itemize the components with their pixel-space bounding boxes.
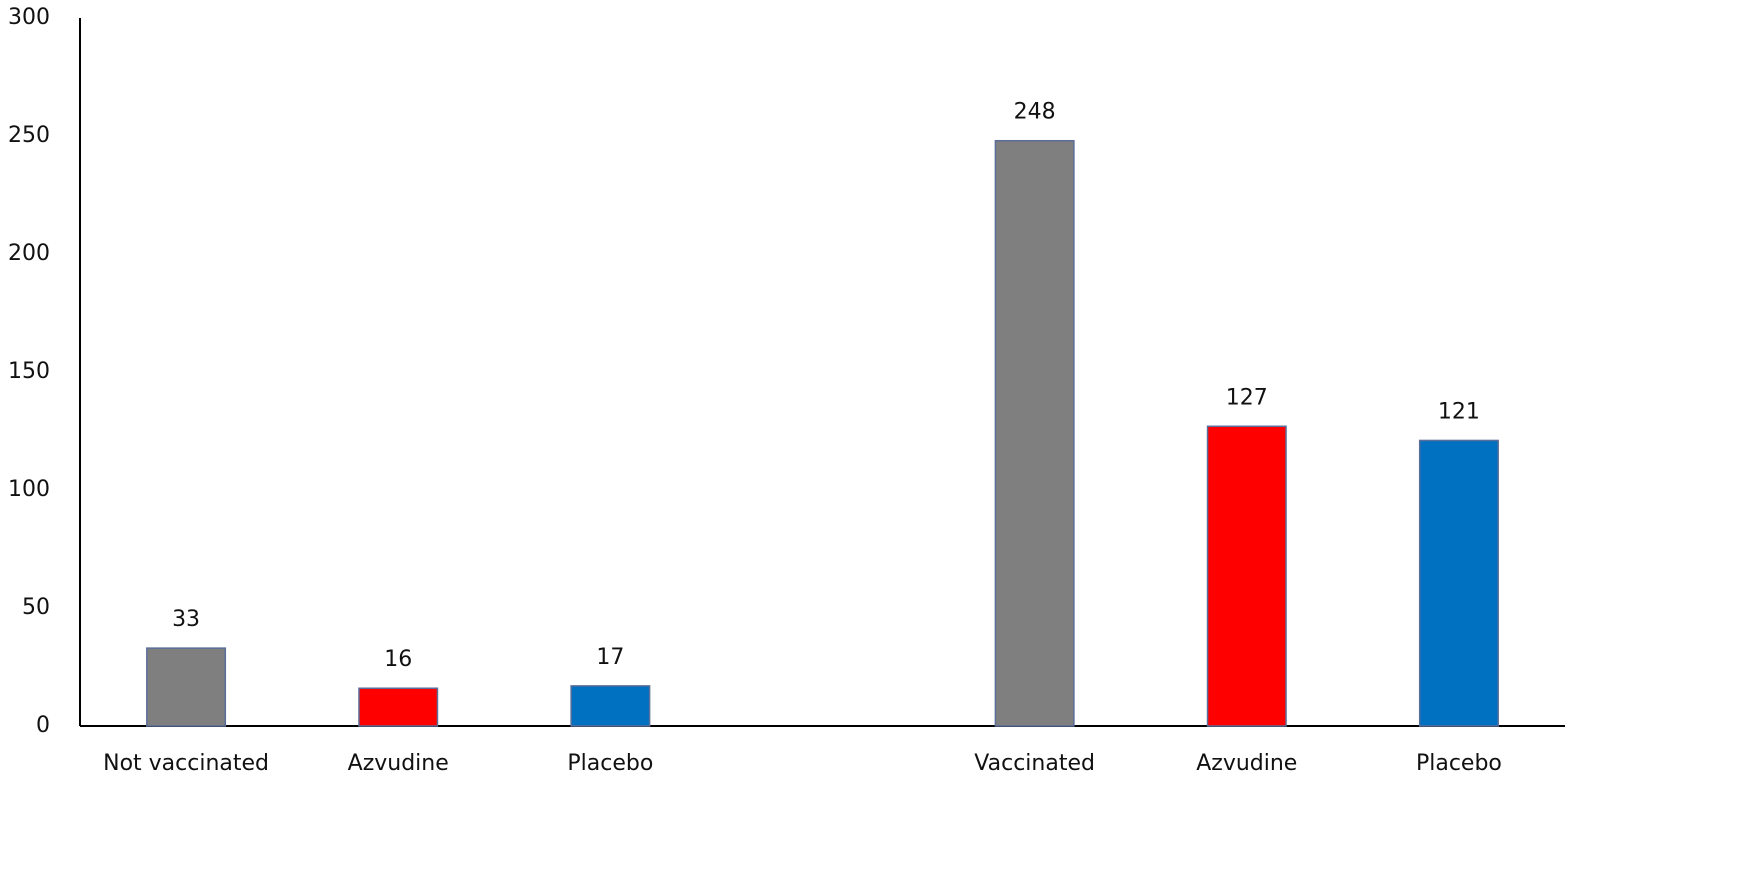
x-tick-label: Azvudine bbox=[1196, 751, 1297, 776]
y-tick-label: 200 bbox=[8, 241, 50, 266]
y-tick-label: 50 bbox=[22, 595, 50, 620]
y-tick-label: 150 bbox=[8, 359, 50, 384]
value-label: 121 bbox=[1438, 399, 1480, 424]
y-tick-label: 250 bbox=[8, 123, 50, 148]
bar bbox=[1206, 425, 1287, 727]
x-tick-label: Vaccinated bbox=[974, 751, 1095, 776]
bar bbox=[994, 139, 1075, 727]
value-label: 248 bbox=[1014, 100, 1056, 125]
bar bbox=[1418, 439, 1499, 727]
bar bbox=[146, 647, 227, 727]
y-tick-label: 300 bbox=[8, 5, 50, 30]
value-label: 127 bbox=[1226, 385, 1268, 410]
x-tick-label: Not vaccinated bbox=[103, 751, 269, 776]
value-label: 17 bbox=[596, 645, 624, 670]
bar bbox=[570, 685, 651, 727]
y-tick-label: 0 bbox=[36, 713, 50, 738]
y-tick-label: 100 bbox=[8, 477, 50, 502]
x-tick-label: Azvudine bbox=[348, 751, 449, 776]
value-label: 33 bbox=[172, 607, 200, 632]
bar bbox=[358, 687, 439, 727]
x-tick-label: Placebo bbox=[567, 751, 653, 776]
value-label: 16 bbox=[384, 647, 412, 672]
x-tick-label: Placebo bbox=[1416, 751, 1502, 776]
